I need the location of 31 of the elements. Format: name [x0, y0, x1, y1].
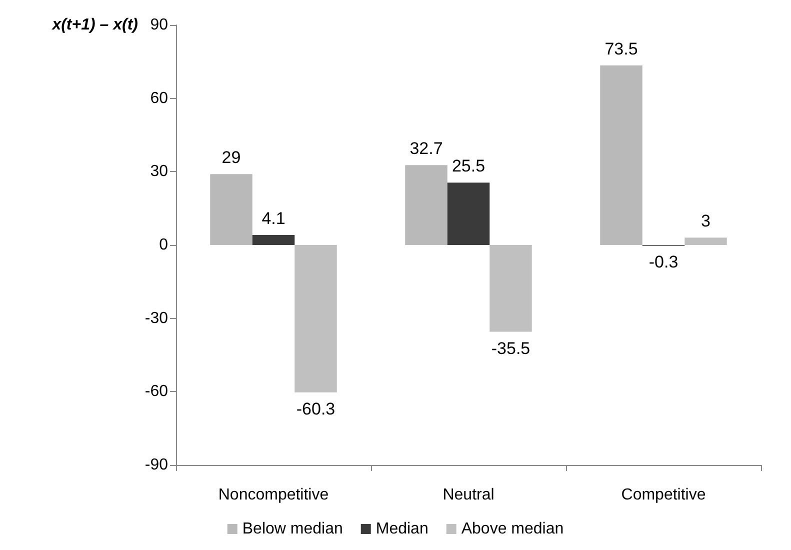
bar: [405, 165, 448, 245]
data-label: 25.5: [452, 156, 486, 176]
bar: [210, 174, 252, 245]
y-tick-label: -60: [144, 383, 168, 400]
y-tick-label: 90: [150, 16, 168, 34]
data-label: 4.1: [262, 208, 286, 228]
legend-label: Below median: [242, 520, 343, 538]
bar: [252, 234, 295, 245]
y-tick-label: -90: [144, 456, 168, 474]
legend-label: Median: [376, 520, 428, 538]
x-tick-label: Noncompetitive: [218, 486, 329, 504]
bar: [600, 65, 642, 245]
data-label: -0.3: [648, 252, 678, 272]
x-tick-label: Competitive: [621, 486, 706, 504]
data-label: 3: [701, 212, 710, 231]
bar: [294, 245, 337, 392]
bar: [490, 245, 532, 332]
y-tick-label: 60: [150, 90, 168, 107]
bar: [447, 182, 490, 245]
legend-label: Above median: [461, 520, 564, 538]
data-label: 32.7: [410, 139, 443, 158]
bar: [684, 238, 727, 245]
y-axis-title: x(t+1) – x(t): [51, 16, 138, 34]
data-label: 29: [222, 148, 241, 168]
data-label: -35.5: [491, 338, 530, 358]
y-tick-label: -30: [144, 310, 168, 327]
data-label: -60.3: [296, 399, 336, 418]
y-tick-label: 0: [159, 236, 168, 254]
y-tick-label: 30: [150, 163, 168, 180]
data-label: 73.5: [604, 39, 638, 58]
x-tick-label: Neutral: [442, 486, 494, 504]
